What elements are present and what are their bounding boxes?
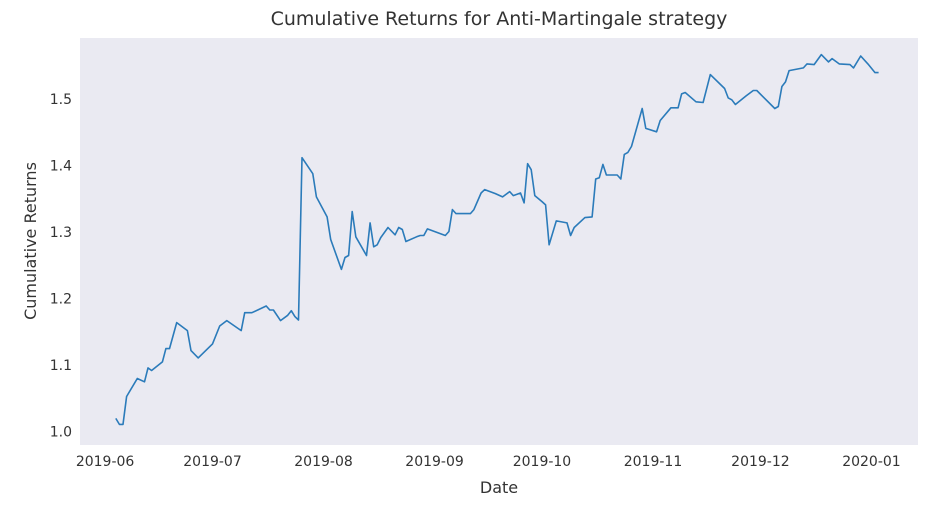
x-tick-label: 2019-09 [405,454,464,470]
x-tick-label: 2019-12 [731,454,790,470]
x-tick-label: 2019-11 [624,454,683,470]
y-axis-label: Cumulative Returns [21,162,40,320]
y-tick-label: 1.5 [50,92,72,108]
chart-title: Cumulative Returns for Anti-Martingale s… [271,8,728,30]
y-tick-label: 1.1 [50,358,72,374]
x-axis: 2019-06 2019-07 2019-08 2019-09 2019-10 2019-… [76,454,901,470]
x-tick-label: 2019-07 [183,454,242,470]
x-tick-label: 2019-10 [513,454,572,470]
x-tick-label: 2019-06 [76,454,135,470]
x-tick-label: 2019-08 [294,454,353,470]
y-tick-label: 1.3 [50,225,72,241]
plot-area [80,38,918,445]
x-axis-label: Date [480,478,518,497]
y-tick-label: 1.4 [50,159,72,175]
x-tick-label: 2020-01 [842,454,901,470]
y-axis: 1.0 1.1 1.2 1.3 1.4 1.5 [50,92,72,441]
y-tick-label: 1.2 [50,292,72,308]
y-tick-label: 1.0 [50,425,72,441]
